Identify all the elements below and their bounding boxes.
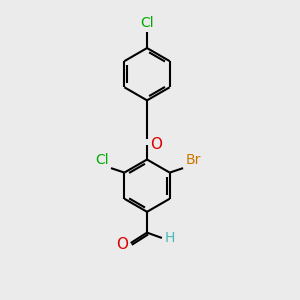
Text: Cl: Cl: [140, 16, 154, 30]
Text: O: O: [116, 237, 128, 252]
Text: O: O: [151, 137, 163, 152]
Text: H: H: [164, 231, 175, 245]
Text: Cl: Cl: [95, 153, 109, 166]
Text: Br: Br: [185, 153, 201, 166]
